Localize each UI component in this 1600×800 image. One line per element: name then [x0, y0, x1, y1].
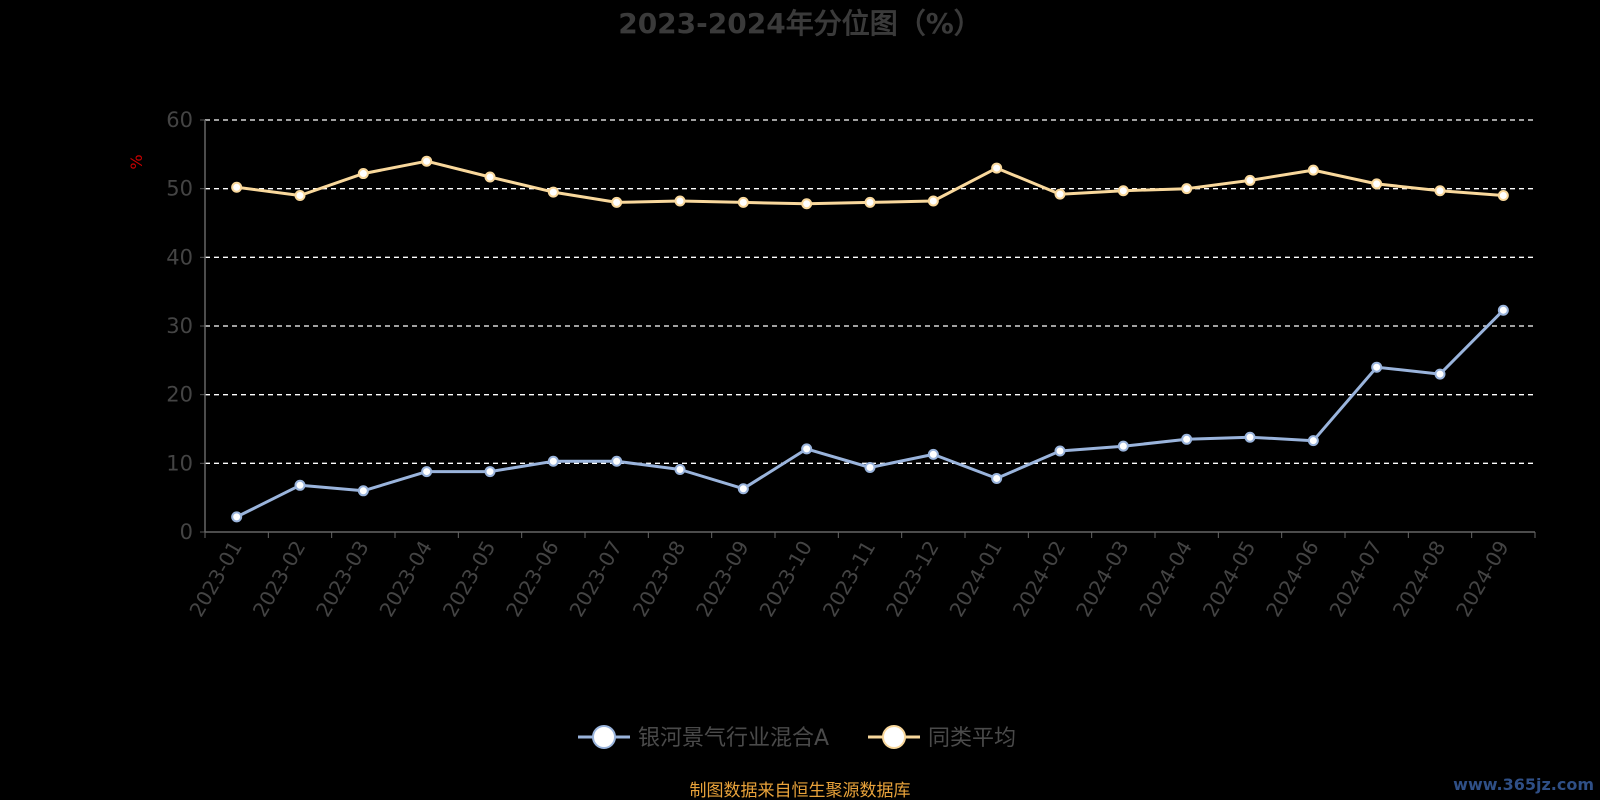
data-source-note: 制图数据来自恒生聚源数据库 [690, 781, 911, 800]
x-tick-label: 2023-10 [754, 537, 817, 621]
x-tick-label: 2024-01 [944, 537, 1007, 621]
x-tick-label: 2023-04 [374, 537, 437, 621]
x-tick-label: 2023-09 [691, 537, 754, 621]
x-tick-label: 2024-09 [1451, 537, 1514, 621]
data-point [1117, 440, 1129, 452]
data-point [1497, 304, 1509, 316]
x-tick-label: 2024-07 [1324, 537, 1387, 621]
y-tick-label: 30 [166, 314, 193, 338]
data-point [611, 196, 623, 208]
series-line-0 [236, 309, 1505, 519]
data-point [1307, 164, 1319, 176]
data-point [1307, 435, 1319, 447]
data-point [1054, 445, 1066, 457]
data-point [547, 186, 559, 198]
legend[interactable]: 银河景气行业混合A 同类平均 [578, 725, 1016, 751]
data-point [1371, 361, 1383, 373]
data-point [1181, 183, 1193, 195]
data-point [294, 479, 306, 491]
data-point [484, 466, 496, 478]
data-point [864, 461, 876, 473]
y-axis-ticks: 0 10 20 30 40 50 60 [166, 108, 205, 544]
legend-marker-0 [592, 725, 616, 749]
data-point [1244, 174, 1256, 186]
data-point [801, 443, 813, 455]
data-point [294, 190, 306, 202]
legend-label-1: 同类平均 [928, 726, 1016, 751]
data-point [674, 195, 686, 207]
x-axis-ticks: 2023-01 2023-02 2023-03 2023-04 2023-05 2023-… [184, 532, 1536, 621]
data-point [674, 464, 686, 476]
data-point [737, 196, 749, 208]
x-tick-label: 2023-02 [248, 537, 311, 621]
data-point [864, 196, 876, 208]
data-point [1117, 185, 1129, 197]
legend-label-0: 银河景气行业混合A [638, 726, 829, 751]
x-tick-label: 2023-11 [818, 537, 881, 621]
data-point [421, 155, 433, 167]
x-tick-label: 2024-04 [1134, 537, 1197, 621]
legend-marker-1 [882, 725, 906, 749]
y-tick-label: 40 [166, 245, 193, 269]
y-tick-label: 0 [180, 520, 193, 544]
series-group [231, 155, 1509, 523]
x-tick-label: 2023-07 [564, 537, 627, 621]
data-point [927, 448, 939, 460]
data-point [991, 162, 1003, 174]
gridlines [205, 119, 1535, 464]
x-tick-label: 2023-03 [311, 537, 374, 621]
y-axis-unit-label: % [127, 154, 146, 169]
data-point [1181, 433, 1193, 445]
x-tick-label: 2024-06 [1261, 537, 1324, 621]
x-tick-label: 2024-02 [1008, 537, 1071, 621]
data-point [421, 466, 433, 478]
data-point [991, 472, 1003, 484]
data-point [801, 198, 813, 210]
data-point [1054, 188, 1066, 200]
x-tick-label: 2023-01 [184, 537, 247, 621]
x-tick-label: 2023-06 [501, 537, 564, 621]
data-point [547, 455, 559, 467]
data-point [484, 171, 496, 183]
data-point [357, 485, 369, 497]
data-point [1434, 185, 1446, 197]
x-tick-label: 2023-05 [438, 537, 501, 621]
y-tick-label: 50 [166, 177, 193, 201]
chart-title: 2023-2024年分位图（%） [618, 7, 982, 40]
x-tick-label: 2024-05 [1198, 537, 1261, 621]
data-point [1371, 178, 1383, 190]
x-tick-label: 2023-12 [881, 537, 944, 621]
data-point [231, 181, 243, 193]
axes [204, 120, 1535, 533]
data-point [1244, 431, 1256, 443]
x-tick-label: 2024-08 [1388, 537, 1451, 621]
y-tick-label: 60 [166, 108, 193, 132]
watermark: www.365jz.com [1453, 775, 1594, 794]
y-tick-label: 10 [166, 451, 193, 475]
data-point [737, 483, 749, 495]
data-point [231, 511, 243, 523]
data-point [611, 455, 623, 467]
data-point [1434, 368, 1446, 380]
x-tick-label: 2023-08 [628, 537, 691, 621]
y-tick-label: 20 [166, 383, 193, 407]
data-point [927, 195, 939, 207]
data-point [357, 168, 369, 180]
data-point [1497, 190, 1509, 202]
x-tick-label: 2024-03 [1071, 537, 1134, 621]
